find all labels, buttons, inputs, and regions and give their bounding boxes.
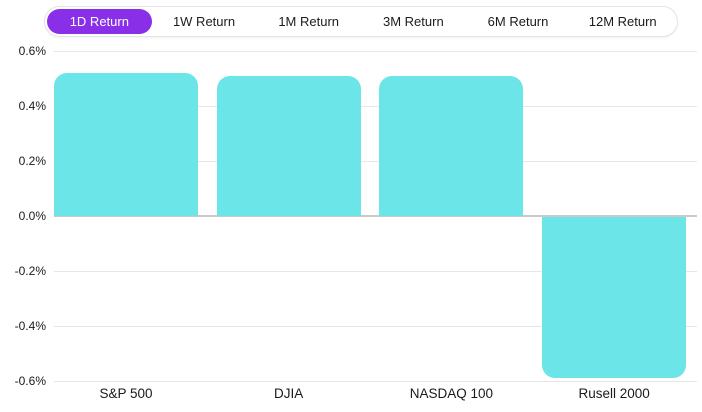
bar-rusell-2000[interactable] <box>542 217 687 379</box>
gridline-0-6 <box>54 51 697 52</box>
y-tick-label: 0.2% <box>18 154 46 168</box>
return-period-tabs: 1D Return 1W Return 1M Return 3M Return 6M R… <box>44 6 678 37</box>
y-tick-label: 0.0% <box>18 209 46 223</box>
zero-line <box>54 215 697 217</box>
y-tick-label: 0.4% <box>18 99 46 113</box>
bar-djia[interactable] <box>216 75 361 216</box>
x-axis-label-sp-500: S&P 500 <box>99 386 153 401</box>
bar-nasdaq-100[interactable] <box>379 75 524 216</box>
gridline-0-4 <box>54 326 697 327</box>
bar-sp-500[interactable] <box>54 73 198 216</box>
gridline-0-6 <box>54 381 697 382</box>
tab-3m-return[interactable]: 3M Return <box>361 9 466 34</box>
gridline-0-4 <box>54 106 697 107</box>
y-tick-label: -0.4% <box>14 319 46 333</box>
y-tick-label: -0.6% <box>14 374 46 388</box>
y-tick-label: -0.2% <box>14 264 46 278</box>
tab-6m-return[interactable]: 6M Return <box>466 9 571 34</box>
x-axis-label-djia: DJIA <box>274 386 304 401</box>
tab-1w-return[interactable]: 1W Return <box>152 9 257 34</box>
gridline-0-2 <box>54 161 697 162</box>
gridline-0-2 <box>54 271 697 272</box>
tab-1m-return[interactable]: 1M Return <box>256 9 361 34</box>
y-tick-label: 0.6% <box>18 44 46 58</box>
x-axis-label-rusell-2000: Rusell 2000 <box>578 386 650 401</box>
x-axis-label-nasdaq-100: NASDAQ 100 <box>409 386 494 401</box>
tab-1d-return[interactable]: 1D Return <box>47 9 152 34</box>
tab-12m-return[interactable]: 12M Return <box>570 9 675 34</box>
